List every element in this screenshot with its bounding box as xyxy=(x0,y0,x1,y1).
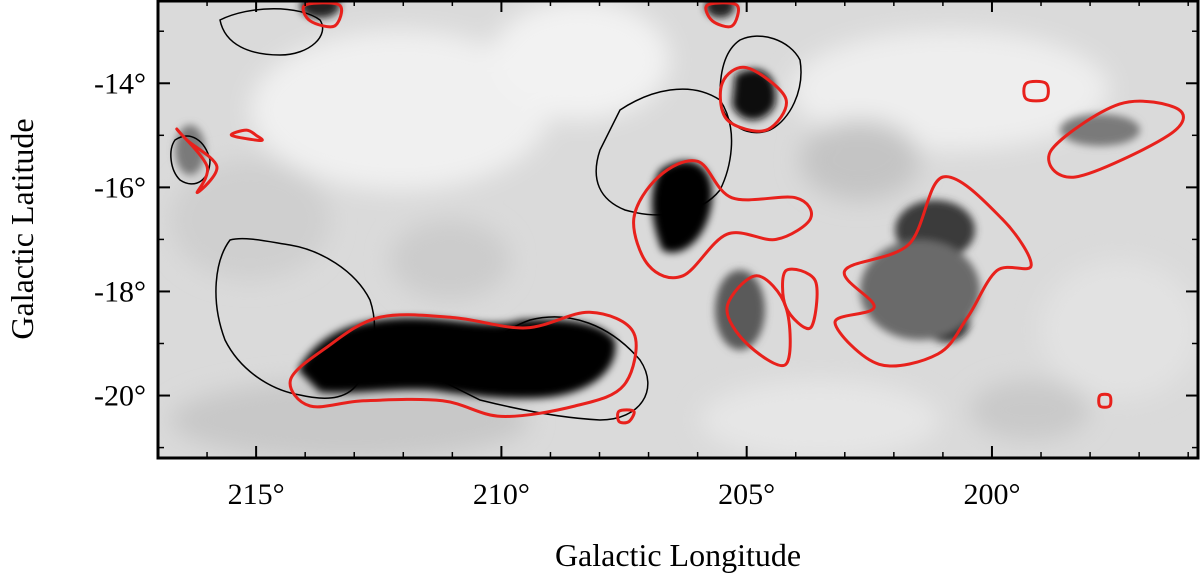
red-contour-top-205 xyxy=(704,1,740,29)
x-tick-label: 210° xyxy=(473,478,530,511)
red-contour-west-small-1 xyxy=(229,128,264,143)
red-contour-west-edge-cloud xyxy=(175,127,219,195)
plot-area xyxy=(158,0,1198,458)
x-tick-label: 205° xyxy=(718,478,775,511)
red-contours xyxy=(175,1,1185,425)
black-contour-orion-a-east xyxy=(438,316,649,421)
x-tick-label: 200° xyxy=(963,478,1020,511)
red-contour-small-arc-east xyxy=(781,267,819,331)
x-axis-title: Galactic Longitude xyxy=(555,537,801,573)
dense-cloud-shading xyxy=(175,0,1140,399)
y-axis-title: Galactic Latitude xyxy=(4,118,40,339)
red-contour-small-207 xyxy=(616,408,636,425)
red-contour-small-199 xyxy=(1022,79,1050,103)
intensity-contours-black xyxy=(170,8,802,421)
red-contour-lambda-ori-arc xyxy=(833,175,1033,368)
red-contour-orion-b xyxy=(632,159,813,280)
black-contour-top-left xyxy=(219,8,324,56)
x-axis: 215° 210° 205° 200° xyxy=(206,0,1189,511)
black-contour-west-small xyxy=(170,135,211,185)
plot-frame xyxy=(156,0,1200,460)
red-contour-small-197.5 xyxy=(1097,392,1113,409)
red-contour-top-left-cloud xyxy=(301,1,343,29)
heatmap-texture xyxy=(170,0,1198,458)
x-tick-label: 215° xyxy=(228,478,285,511)
black-contour-orion-a-west xyxy=(215,237,376,399)
y-tick-label: -16° xyxy=(94,171,146,204)
red-contour-compact-north-205 xyxy=(718,65,788,133)
y-tick-label: -20° xyxy=(94,380,146,413)
y-tick-label: -18° xyxy=(94,275,146,308)
red-contour-orion-a xyxy=(288,310,638,418)
red-contour-north-east-cloud xyxy=(1047,99,1185,179)
y-tick-label: -14° xyxy=(94,67,146,100)
y-axis: -14° -16° -18° -20° xyxy=(94,30,1198,449)
